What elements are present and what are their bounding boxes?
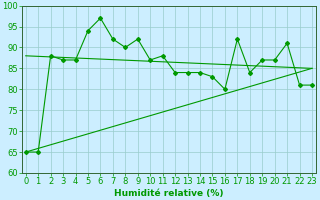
X-axis label: Humidité relative (%): Humidité relative (%) xyxy=(114,189,224,198)
